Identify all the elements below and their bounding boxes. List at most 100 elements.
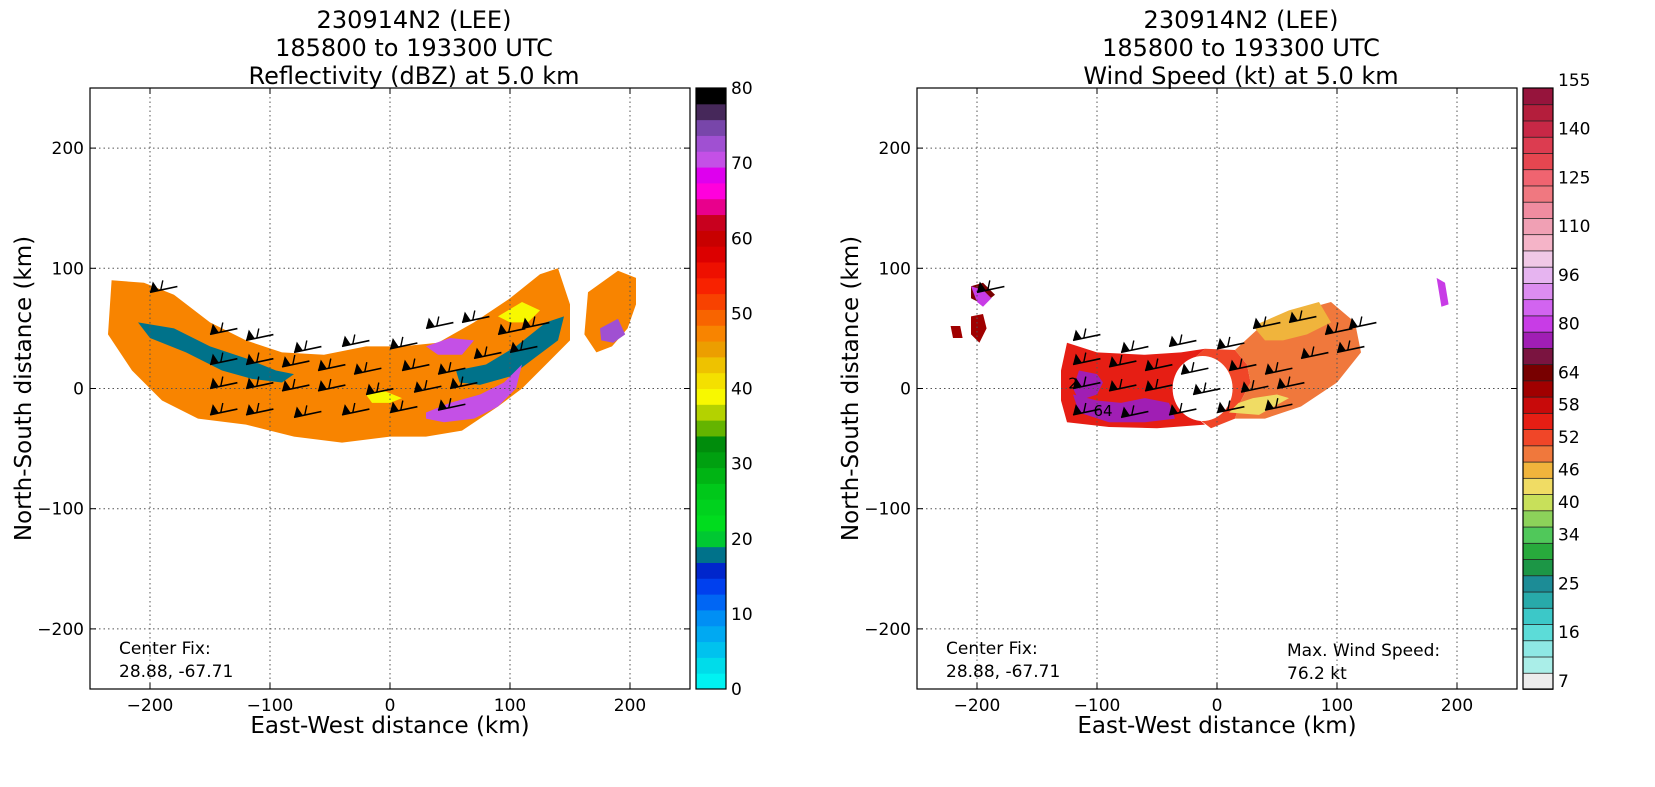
colorbar-cell [696, 261, 726, 279]
colorbar-cell [1522, 331, 1554, 349]
colorbar-cell [696, 135, 726, 152]
wind-barb-flag [246, 329, 255, 341]
wind-barb-feather [400, 336, 404, 347]
wind-barb-flag [1349, 317, 1358, 329]
colorbar-cell [1522, 379, 1554, 398]
colorbar-cell [1522, 250, 1554, 268]
wind-barb-feather [256, 328, 260, 339]
colorbar-cell [1522, 574, 1554, 593]
colorbar-cell [696, 167, 726, 184]
wind-barb-shaft [509, 345, 538, 354]
max-wind-value: 76.2 kt [1287, 664, 1347, 684]
wind-barb-shaft [1144, 384, 1173, 392]
colorbar-tick-label: 25 [1558, 574, 1580, 594]
wind-barb-shaft [245, 381, 274, 390]
wind-barb [1264, 398, 1293, 411]
wind-barb [209, 376, 238, 390]
wind-barb [245, 376, 274, 390]
chart-title-field: Wind Speed (kt) at 5.0 km [1083, 62, 1399, 90]
colorbar-tick-label: 110 [1558, 217, 1590, 237]
colorbar-cell [1522, 509, 1554, 528]
chart-title-time-range: 185800 to 193300 UTC [1102, 34, 1380, 62]
wind-barb-flag [1229, 359, 1238, 371]
wind-barb-shaft [341, 339, 370, 348]
colorbar-cell [696, 673, 726, 690]
field-region [971, 314, 987, 343]
wind-barb-feather [328, 378, 332, 389]
wind-barb-flag [1145, 359, 1154, 371]
wind-barb-flag [414, 381, 423, 393]
colorbar-cell [1522, 217, 1554, 236]
wind-barb [245, 328, 274, 342]
chart-title-storm-id: 230914N2 (LEE) [1143, 6, 1339, 34]
wind-barb [437, 398, 466, 411]
wind-barb-flag [1325, 323, 1334, 335]
wind-barb-flag [294, 341, 303, 353]
colorbar-tick-label: 16 [1558, 623, 1580, 643]
colorbar-tick-label: 10 [731, 605, 753, 625]
grid-lines [917, 88, 1517, 689]
wind-barb-flag [210, 323, 219, 335]
colorbar-cell [1522, 493, 1554, 512]
wind-barb-feather [1155, 378, 1159, 389]
field-region [108, 268, 570, 443]
wind-barb [1228, 358, 1257, 372]
wind-barb-feather [1083, 352, 1087, 363]
wind-barb [976, 280, 1005, 294]
x-tick-label: 0 [385, 696, 396, 716]
wind-barb-flag [1253, 317, 1262, 329]
wind-barb-feather [1119, 354, 1123, 365]
center-fix-value: 28.88, -67.71 [946, 662, 1060, 682]
wind-barb [521, 316, 550, 330]
wind-barb [341, 334, 370, 348]
wind-barb-flag [1121, 406, 1130, 418]
wind-barb [317, 378, 346, 392]
wind-barb-shaft [149, 285, 178, 294]
wind-barb-flag [390, 337, 399, 349]
wind-barb-shaft [209, 357, 238, 366]
wind-barb [1120, 340, 1149, 354]
wind-barb [389, 400, 418, 414]
wind-barb-flag [342, 404, 351, 415]
field-region [950, 326, 963, 338]
wind-barb-shaft [497, 327, 526, 336]
y-tick-label: −200 [37, 620, 84, 640]
colorbar-cell [696, 609, 726, 627]
colorbar-cell [1522, 298, 1554, 317]
wind-barb-shaft [976, 285, 1005, 294]
x-tick-label: −200 [954, 696, 1001, 716]
colorbar-tick-label: 50 [731, 304, 753, 324]
wind-barb [401, 358, 430, 372]
colorbar-cell [1522, 444, 1554, 463]
x-tick-label: −100 [1074, 696, 1121, 716]
wind-barb-shaft [1324, 327, 1353, 336]
wind-barb-feather [376, 382, 380, 393]
wind-barb-feather [987, 280, 991, 291]
wind-barb [365, 382, 394, 396]
field-region [366, 390, 402, 403]
wind-barb-shaft [293, 345, 322, 354]
colorbar-cell [696, 420, 726, 437]
wind-barb-flag [1073, 329, 1082, 341]
wind-barb [149, 280, 178, 294]
wind-barb-shaft [1168, 339, 1197, 348]
wind-barb-flag [1337, 341, 1346, 353]
wind-barb-feather [1227, 400, 1231, 411]
wind-barb [449, 376, 478, 390]
wind-barb-flag [366, 383, 375, 395]
wind-barb [1168, 334, 1197, 348]
colorbar-cell [696, 293, 726, 310]
wind-barb-flag [210, 353, 219, 365]
center-fix-label: Center Fix: [119, 639, 211, 659]
wind-barb-feather [292, 354, 296, 365]
colorbar-tick-label: 125 [1558, 168, 1590, 188]
colorbar-cell [1522, 266, 1554, 284]
wind-speed-panel: 230914N2 (LEE) 185800 to 193300 UTC Wind… [827, 0, 1655, 787]
colorbar-cell [696, 198, 726, 216]
colorbar-tick-label: 96 [1558, 266, 1580, 286]
wind-barb-feather [220, 402, 224, 413]
colorbar-cell [696, 325, 726, 342]
field-region [1229, 394, 1289, 415]
wind-barb [1276, 376, 1305, 390]
y-tick-label: −100 [864, 500, 911, 520]
